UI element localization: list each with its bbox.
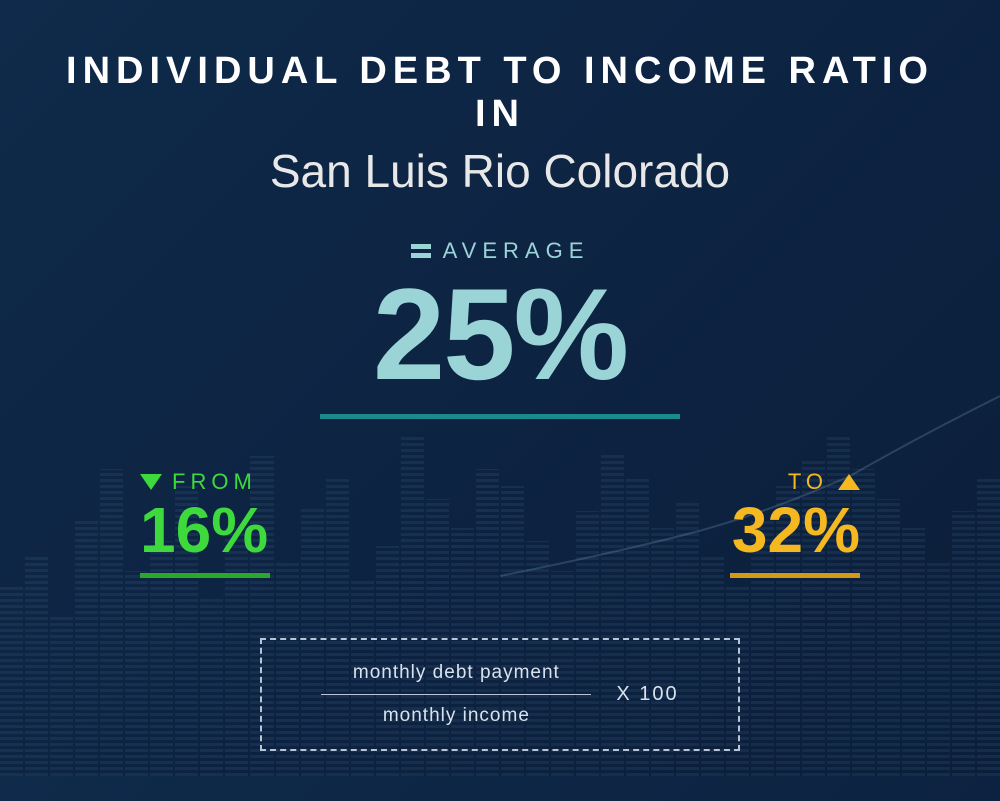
title-line-1: INDIVIDUAL DEBT TO INCOME RATIO IN (40, 50, 960, 136)
triangle-up-icon (838, 474, 860, 490)
formula-multiplier: X 100 (616, 683, 678, 706)
from-label-row: FROM (140, 469, 270, 495)
infographic-content: INDIVIDUAL DEBT TO INCOME RATIO IN San L… (0, 0, 1000, 801)
formula-divider (321, 694, 591, 695)
formula-box: monthly debt payment monthly income X 10… (260, 638, 740, 751)
from-block: FROM 16% (140, 469, 270, 578)
to-label: TO (788, 469, 828, 495)
to-label-row: TO (730, 469, 860, 495)
to-underline (730, 573, 860, 578)
formula-numerator: monthly debt payment (353, 662, 560, 684)
from-value: 16% (140, 495, 270, 565)
range-row: FROM 16% TO 32% (40, 469, 960, 578)
title-line-2: San Luis Rio Colorado (40, 144, 960, 198)
equals-icon (411, 244, 431, 258)
formula-fraction: monthly debt payment monthly income (321, 662, 591, 727)
to-value: 32% (730, 495, 860, 565)
from-label: FROM (172, 469, 257, 495)
average-block: AVERAGE 25% (40, 238, 960, 419)
to-block: TO 32% (730, 469, 860, 578)
average-underline (320, 414, 680, 419)
from-underline (140, 573, 270, 578)
formula-denominator: monthly income (383, 705, 530, 727)
triangle-down-icon (140, 474, 162, 490)
average-value: 25% (40, 269, 960, 399)
